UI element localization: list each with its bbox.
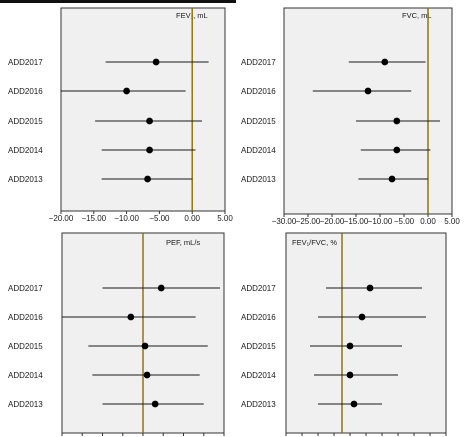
point-estimate (144, 175, 151, 183)
point-estimate (346, 371, 354, 379)
panel-title: FVC, mL (402, 11, 432, 20)
top-edge-strip (0, 0, 236, 3)
x-tick-label: −5.00 (394, 217, 415, 226)
category-label: ADD2015 (8, 117, 43, 126)
x-tick-label: −10.00 (368, 217, 393, 226)
point-estimate (381, 58, 389, 66)
plot-area (285, 232, 447, 434)
point-estimate (366, 284, 374, 292)
point-estimate (127, 313, 135, 321)
category-label: ADD2014 (241, 371, 276, 380)
category-label: ADD2013 (8, 175, 43, 184)
x-tick-label: 5.00 (444, 217, 460, 226)
x-tick-label: −10.00 (114, 214, 139, 223)
category-label: ADD2016 (8, 313, 43, 322)
point-estimate (157, 284, 165, 292)
point-estimate (123, 87, 130, 95)
forest-panel-1: FEV₁, mL−20.00 −15.00 −10.00 −5.00 0.00 5.00A… (8, 7, 233, 223)
point-estimate (146, 146, 153, 154)
point-estimate (346, 342, 354, 350)
point-estimate (152, 58, 160, 66)
forest-panel-3: PEF, mL/s ADD2017 ADD2016 ADD2015 ADD2014 ADD… (8, 232, 225, 436)
panel-title: PEF, mL/s (166, 238, 200, 247)
category-label: ADD2015 (241, 342, 276, 351)
x-tick-label: −30.00 (272, 217, 297, 226)
point-estimate (141, 342, 149, 350)
forest-panel-4: FEV₁/FVC, % ADD2017 ADD2016 ADD2015 ADD2014 A… (241, 232, 447, 436)
point-estimate (151, 400, 159, 408)
category-label: ADD2014 (8, 371, 43, 380)
plot-area (283, 7, 453, 215)
category-label: ADD2017 (241, 284, 276, 293)
x-tick-label: 0.00 (420, 217, 436, 226)
x-tick-label: −20.00 (49, 214, 74, 223)
x-tick-label: −5.00 (149, 214, 170, 223)
point-estimate (358, 313, 366, 321)
category-label: ADD2017 (8, 284, 43, 293)
point-estimate (364, 87, 372, 95)
x-tick-label: −15.00 (344, 217, 369, 226)
category-label: ADD2016 (8, 87, 43, 96)
forest-panel-2: FVC, mL −30.00 −25.00 −20.00 −15.00 −10.00 −5.… (241, 7, 460, 226)
point-estimate (350, 400, 358, 408)
x-tick-label: −20.00 (320, 217, 345, 226)
x-tick-label: −25.00 (296, 217, 321, 226)
category-label: ADD2013 (8, 400, 43, 409)
panel-title: FEV₁/FVC, % (292, 238, 337, 247)
point-estimate (393, 117, 401, 125)
x-tick-label: 0.00 (184, 214, 200, 223)
category-label: ADD2015 (8, 342, 43, 351)
category-label: ADD2015 (241, 117, 276, 126)
point-estimate (146, 117, 153, 125)
category-label: ADD2017 (241, 58, 276, 67)
category-label: ADD2017 (8, 58, 43, 67)
category-label: ADD2013 (241, 175, 276, 184)
category-label: ADD2014 (8, 146, 43, 155)
point-estimate (143, 371, 151, 379)
category-label: ADD2016 (241, 313, 276, 322)
category-label: ADD2014 (241, 146, 276, 155)
category-label: ADD2013 (241, 400, 276, 409)
plot-area (60, 7, 226, 212)
x-tick-label: 5.00 (217, 214, 233, 223)
category-label: ADD2016 (241, 87, 276, 96)
point-estimate (388, 175, 396, 183)
x-tick-label: −15.00 (81, 214, 106, 223)
point-estimate (393, 146, 401, 154)
